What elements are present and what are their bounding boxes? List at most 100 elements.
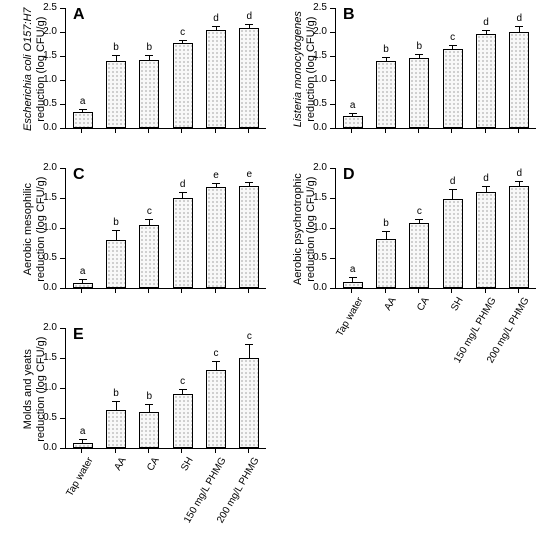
error-bar (116, 401, 117, 410)
y-tick (60, 258, 65, 259)
bar (106, 61, 126, 128)
y-tick (60, 32, 65, 33)
significance-label: d (447, 177, 459, 187)
significance-label: d (480, 174, 492, 184)
x-tick (115, 288, 116, 293)
bar (173, 198, 193, 288)
y-tick (60, 104, 65, 105)
x-tick (518, 128, 519, 133)
bar (239, 358, 259, 448)
figure-container: abbcdd0.00.51.01.52.02.5Escherichia coli… (0, 0, 546, 550)
significance-label: d (480, 18, 492, 28)
y-axis-title: Molds and yeatsreduction (log CFU/g) (22, 309, 48, 469)
x-tick (485, 128, 486, 133)
bar (139, 60, 159, 128)
error-bar (452, 189, 453, 199)
error-cap (349, 113, 357, 114)
error-cap (79, 439, 87, 440)
y-tick (330, 104, 335, 105)
y-tick (60, 228, 65, 229)
y-tick (330, 32, 335, 33)
significance-label: a (77, 427, 89, 437)
y-tick (60, 128, 65, 129)
significance-label: c (413, 207, 425, 217)
error-cap (145, 55, 153, 56)
error-cap (515, 26, 523, 27)
bar (443, 199, 463, 288)
bar (106, 410, 126, 448)
bar (343, 116, 363, 128)
panel-D: abcddd0.00.51.01.52.0Aerobic psychrotrop… (335, 168, 535, 288)
error-cap (415, 219, 423, 220)
significance-label: a (347, 101, 359, 111)
bar (206, 370, 226, 448)
y-tick (60, 80, 65, 81)
significance-label: b (413, 42, 425, 52)
error-cap (112, 401, 120, 402)
bar (73, 283, 93, 288)
x-tick (215, 288, 216, 293)
error-cap (79, 109, 87, 110)
panel-letter: A (73, 6, 85, 24)
bar (206, 187, 226, 288)
significance-label: c (243, 332, 255, 342)
y-tick (60, 448, 65, 449)
x-tick (248, 448, 249, 453)
significance-label: b (110, 389, 122, 399)
significance-label: c (210, 349, 222, 359)
significance-label: c (177, 377, 189, 387)
y-tick (60, 8, 65, 9)
y-tick (60, 388, 65, 389)
panel-letter: C (73, 166, 85, 184)
bar (139, 225, 159, 288)
x-tick (418, 128, 419, 133)
significance-label: b (110, 218, 122, 228)
error-cap (212, 183, 220, 184)
x-tick (485, 288, 486, 293)
error-cap (112, 55, 120, 56)
panel-C: abcdee0.00.51.01.52.0Aerobic mesophilicr… (65, 168, 265, 288)
error-cap (245, 24, 253, 25)
error-cap (482, 30, 490, 31)
bar (509, 32, 529, 128)
error-bar (386, 231, 387, 239)
y-tick (330, 258, 335, 259)
error-bar (216, 361, 217, 370)
error-cap (179, 389, 187, 390)
x-tick (115, 128, 116, 133)
y-tick (330, 80, 335, 81)
x-tick (148, 128, 149, 133)
significance-label: e (243, 170, 255, 180)
error-cap (145, 219, 153, 220)
significance-label: b (110, 43, 122, 53)
y-tick (330, 168, 335, 169)
bar (173, 394, 193, 448)
x-tick (81, 448, 82, 453)
bar (376, 61, 396, 128)
error-bar (249, 344, 250, 358)
x-tick (81, 128, 82, 133)
significance-label: c (143, 207, 155, 217)
error-cap (382, 231, 390, 232)
y-axis-title: Aerobic psychrotrophicreduction (log CFU… (292, 149, 318, 309)
error-cap (415, 54, 423, 55)
y-tick (60, 288, 65, 289)
significance-label: b (380, 219, 392, 229)
y-axis-title: Listeria monocytogenesreduction (log CFU… (292, 0, 318, 149)
significance-label: d (177, 180, 189, 190)
x-tick (418, 288, 419, 293)
error-cap (482, 186, 490, 187)
x-tick (385, 128, 386, 133)
x-tick (148, 448, 149, 453)
y-tick (60, 168, 65, 169)
y-tick (330, 198, 335, 199)
panel-letter: E (73, 326, 84, 344)
y-tick (60, 198, 65, 199)
bar (343, 282, 363, 288)
error-cap (212, 26, 220, 27)
panel-letter: D (343, 166, 355, 184)
significance-label: b (143, 392, 155, 402)
x-tick (518, 288, 519, 293)
bar (173, 43, 193, 128)
x-tick (181, 448, 182, 453)
